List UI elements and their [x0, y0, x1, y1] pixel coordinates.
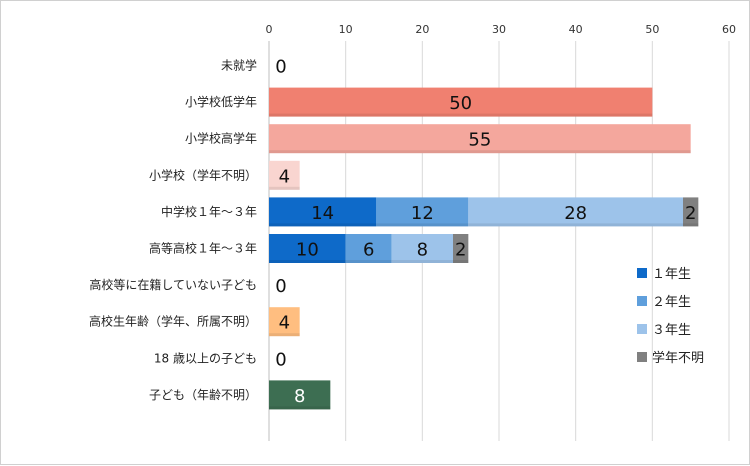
bar-segment	[269, 380, 331, 410]
legend-label: ２年生	[652, 295, 691, 310]
bar-shadow	[269, 260, 346, 263]
data-label: 8	[417, 240, 428, 261]
category-label: 小学校（学年不明）	[149, 167, 257, 182]
legend-label: １年生	[652, 267, 691, 282]
bar-shadow	[468, 223, 683, 227]
bar-shadow	[453, 260, 469, 263]
tick-label-10: 10	[339, 23, 353, 36]
bar-shadow	[269, 113, 653, 117]
legend-label: ３年生	[652, 323, 691, 338]
data-label: 2	[685, 203, 696, 224]
x-axis-ticks: 0 10 20 30 40 50 60	[266, 23, 737, 36]
bar-shadow	[269, 186, 300, 190]
bar-segment	[269, 87, 653, 117]
tick-label-30: 30	[492, 23, 506, 36]
category-label: 未就学	[221, 58, 257, 73]
category-label: 中学校１年～３年	[161, 204, 257, 219]
bar-segment	[269, 124, 691, 154]
data-label: 0	[275, 276, 286, 297]
bar-segment	[376, 197, 469, 227]
legend-swatch	[637, 268, 647, 278]
bar-shadow	[391, 260, 453, 263]
bar-shadow	[376, 223, 469, 227]
tick-label-0: 0	[266, 23, 273, 36]
bar-shadow	[269, 406, 331, 410]
bar-segment	[269, 160, 300, 190]
data-label: 55	[468, 130, 491, 151]
data-label: 4	[279, 166, 290, 187]
data-label: 8	[294, 386, 305, 407]
data-label: 6	[363, 240, 374, 261]
data-label: 0	[275, 349, 286, 370]
category-label: 子ども（年齢不明）	[149, 387, 257, 402]
data-label: 50	[449, 93, 472, 114]
category-label: 小学校高学年	[185, 131, 257, 146]
bar-segment	[683, 197, 699, 227]
tick-label-50: 50	[645, 23, 659, 36]
data-label: 12	[411, 203, 434, 224]
data-label: 10	[296, 240, 319, 261]
bar-segment	[269, 234, 346, 263]
data-label: 14	[311, 203, 334, 224]
category-label: 小学校低学年	[185, 94, 257, 109]
category-label: 18 歳以上の子ども	[154, 351, 257, 365]
legend-swatch	[637, 352, 647, 362]
bar-segment	[269, 197, 377, 227]
legend-swatch	[637, 296, 647, 306]
tick-label-20: 20	[415, 23, 429, 36]
legend-swatch	[637, 324, 647, 334]
bar-shadow	[269, 150, 691, 154]
bar-shadow	[683, 223, 699, 227]
bar-shadow	[269, 333, 300, 337]
bar-segment	[391, 234, 453, 263]
category-label: 高校生年齢（学年、所属不明）	[89, 314, 257, 329]
bar-segment	[269, 307, 300, 337]
data-label: 28	[564, 203, 587, 224]
legend-label: 学年不明	[652, 350, 704, 366]
data-label: 2	[455, 240, 466, 261]
tick-label-40: 40	[569, 23, 583, 36]
tick-label-60: 60	[722, 23, 736, 36]
bar-segment	[453, 234, 469, 263]
bars	[269, 87, 699, 410]
bar-segment	[468, 197, 683, 227]
category-label: 高校等に在籍していない子ども	[89, 277, 257, 292]
bar-shadow	[269, 223, 377, 227]
bar-segment	[345, 234, 392, 263]
category-label: 高等高校１年～３年	[149, 241, 257, 256]
bar-shadow	[345, 260, 392, 263]
data-label: 0	[275, 57, 286, 78]
data-label: 4	[279, 313, 290, 334]
